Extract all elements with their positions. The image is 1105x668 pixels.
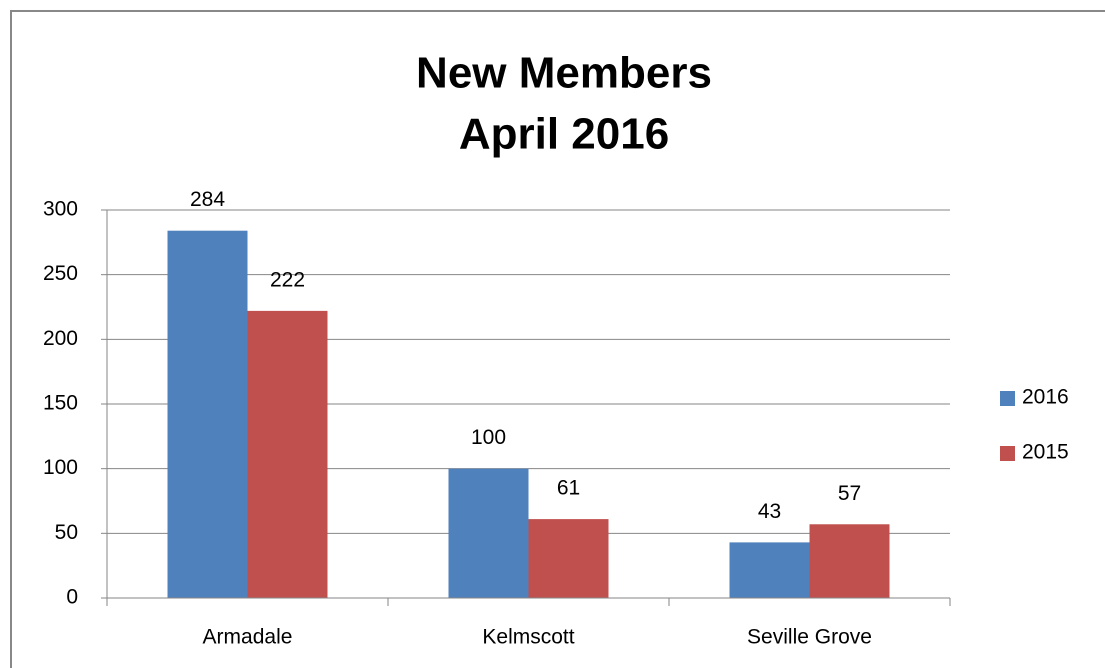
y-tick-label: 0 [66, 586, 78, 609]
bar [729, 542, 810, 598]
y-tick-label: 250 [43, 262, 78, 285]
x-tick-label: Armadale [203, 626, 293, 649]
x-tick-label: Kelmscott [482, 626, 574, 649]
legend-label: 2016 [1022, 386, 1069, 409]
y-tick-label: 200 [43, 327, 78, 350]
data-label: 222 [270, 268, 305, 291]
bar [247, 310, 328, 598]
legend-swatch [1000, 391, 1015, 406]
bar [448, 468, 529, 598]
bar [809, 524, 890, 598]
data-label: 43 [758, 500, 781, 523]
bar [167, 230, 248, 598]
y-tick-label: 300 [43, 198, 78, 221]
data-label: 57 [838, 482, 861, 505]
bar [528, 519, 609, 598]
x-tick-label: Seville Grove [747, 626, 872, 649]
data-label: 61 [557, 477, 580, 500]
data-label: 284 [190, 188, 225, 211]
y-tick-label: 100 [43, 456, 78, 479]
data-label: 100 [471, 426, 506, 449]
y-tick-label: 50 [55, 521, 78, 544]
y-tick-label: 150 [43, 392, 78, 415]
chart-title: New Members [416, 49, 712, 98]
legend-label: 2015 [1022, 441, 1069, 464]
chart-subtitle: April 2016 [459, 110, 669, 159]
legend-swatch [1000, 446, 1015, 461]
